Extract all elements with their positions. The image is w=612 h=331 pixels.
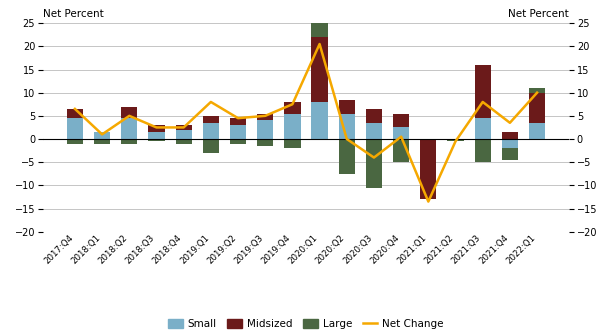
Bar	[67, 139, 83, 144]
Bar	[338, 114, 355, 139]
Bar	[393, 114, 409, 127]
Bar	[94, 132, 110, 139]
Bar	[121, 118, 138, 139]
Bar	[203, 116, 219, 123]
Bar	[257, 139, 274, 146]
Bar	[121, 107, 138, 118]
Bar	[502, 148, 518, 160]
Bar	[203, 139, 219, 153]
Bar	[474, 139, 491, 162]
Bar	[257, 114, 274, 120]
Bar	[67, 118, 83, 139]
Bar	[420, 139, 436, 199]
Bar	[338, 139, 355, 174]
Bar	[312, 0, 328, 37]
Bar	[312, 37, 328, 102]
Text: Net Percent: Net Percent	[43, 9, 103, 19]
Bar	[529, 123, 545, 139]
Bar	[257, 120, 274, 139]
Bar	[203, 123, 219, 139]
Bar	[284, 114, 300, 139]
Bar	[94, 139, 110, 144]
Bar	[366, 123, 382, 139]
Bar	[284, 102, 300, 114]
Bar	[393, 127, 409, 139]
Bar	[67, 109, 83, 118]
Bar	[529, 93, 545, 123]
Text: Net Percent: Net Percent	[509, 9, 569, 19]
Bar	[176, 139, 192, 144]
Bar	[393, 139, 409, 162]
Bar	[230, 118, 246, 125]
Bar	[312, 102, 328, 139]
Bar	[284, 139, 300, 148]
Bar	[148, 125, 165, 132]
Bar	[502, 139, 518, 148]
Bar	[176, 125, 192, 130]
Bar	[447, 139, 464, 141]
Bar	[474, 65, 491, 118]
Bar	[474, 118, 491, 139]
Bar	[230, 125, 246, 139]
Bar	[148, 132, 165, 139]
Bar	[176, 130, 192, 139]
Bar	[230, 139, 246, 144]
Bar	[366, 139, 382, 188]
Bar	[366, 109, 382, 123]
Bar	[502, 132, 518, 139]
Bar	[121, 139, 138, 144]
Bar	[338, 100, 355, 114]
Bar	[148, 139, 165, 141]
Legend: Small, Midsized, Large, Net Change: Small, Midsized, Large, Net Change	[165, 316, 447, 331]
Bar	[529, 88, 545, 93]
